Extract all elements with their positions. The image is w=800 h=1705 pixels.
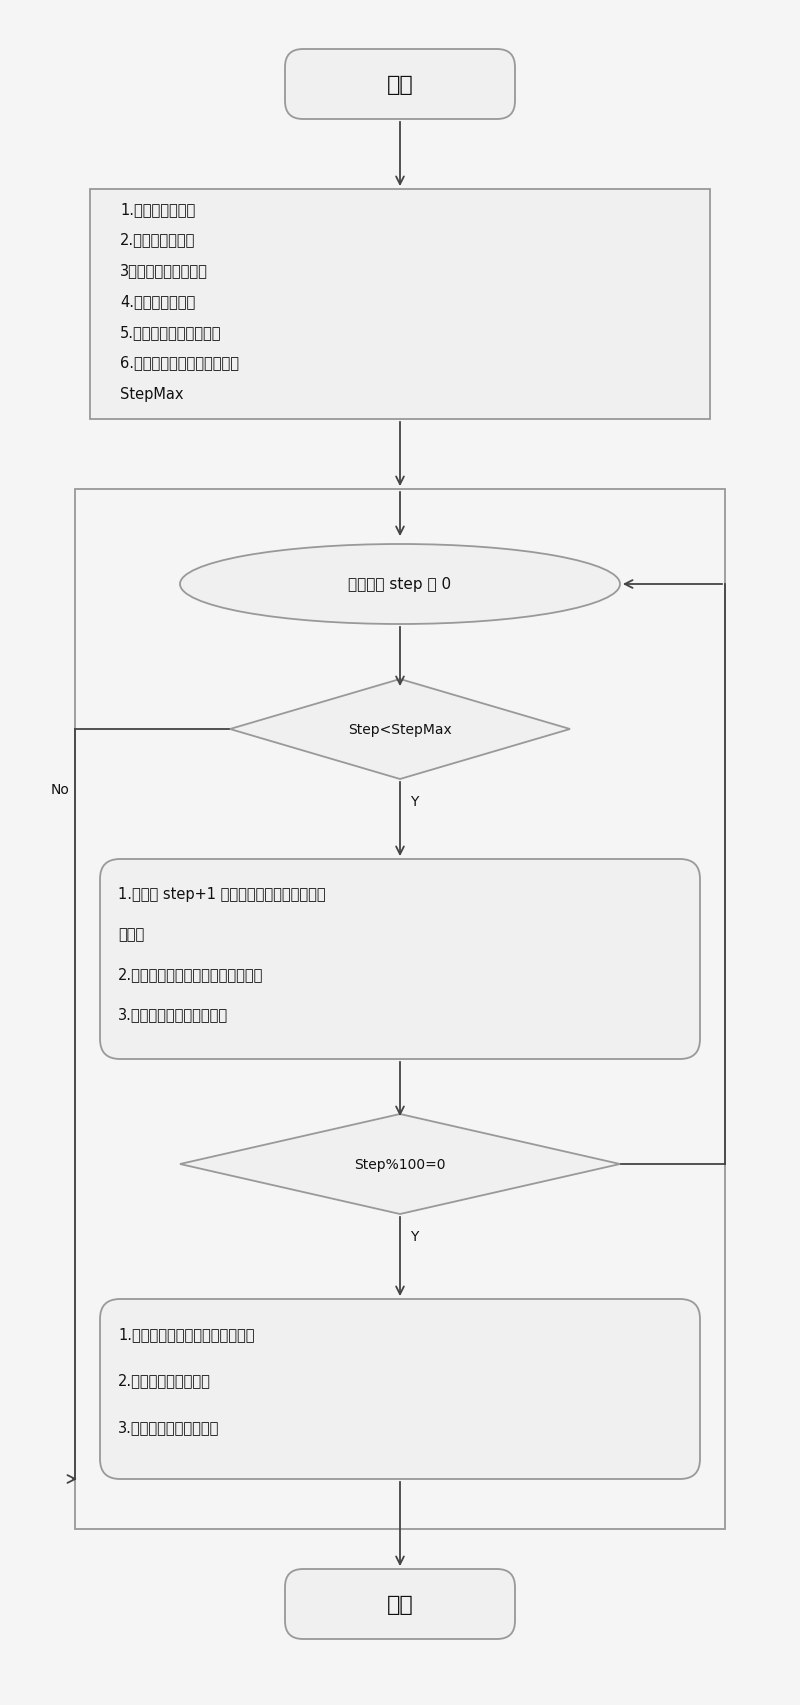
Text: 1.　存储原子的位置坐标和速度，: 1. 存储原子的位置坐标和速度， [118, 1326, 254, 1342]
Text: StepMax: StepMax [120, 387, 183, 401]
Polygon shape [230, 680, 570, 779]
Text: 4.　确定系统类型: 4. 确定系统类型 [120, 295, 195, 309]
Text: Step<StepMax: Step<StepMax [348, 723, 452, 737]
FancyBboxPatch shape [100, 1299, 700, 1480]
Text: 2.　存储工件的势能，: 2. 存储工件的势能， [118, 1373, 211, 1388]
Text: No: No [51, 783, 70, 796]
Text: 仿真步数 step 置 0: 仿真步数 step 置 0 [349, 578, 451, 592]
Text: 3.　存储刀具的切削力；: 3. 存储刀具的切削力； [118, 1420, 219, 1434]
Text: 5.初始化原子位置和速度: 5.初始化原子位置和速度 [120, 326, 222, 341]
Text: Y: Y [410, 1229, 418, 1243]
Text: 3　定义截断半径参数: 3 定义截断半径参数 [120, 263, 208, 278]
FancyBboxPatch shape [285, 1569, 515, 1639]
Ellipse shape [180, 544, 620, 624]
Text: 势能；: 势能； [118, 928, 144, 941]
Text: Step%100=0: Step%100=0 [354, 1158, 446, 1171]
Text: 6.　读入所需计算的仿真步数: 6. 读入所需计算的仿真步数 [120, 355, 239, 370]
FancyBboxPatch shape [100, 859, 700, 1059]
FancyBboxPatch shape [285, 49, 515, 119]
Text: 2.　定义势能参数: 2. 定义势能参数 [120, 232, 195, 247]
Text: 1.　定义模拟变量: 1. 定义模拟变量 [120, 203, 195, 217]
Polygon shape [180, 1115, 620, 1214]
Text: Y: Y [410, 795, 418, 808]
Text: 3.　更新原子的位置和速度: 3. 更新原子的位置和速度 [118, 1008, 228, 1021]
Text: 开始: 开始 [386, 75, 414, 95]
FancyBboxPatch shape [90, 189, 710, 419]
Text: 1.　计算 step+1 步原子间的作用力和原子的: 1. 计算 step+1 步原子间的作用力和原子的 [118, 887, 326, 902]
Text: 结束: 结束 [386, 1594, 414, 1615]
Text: 2.　计算刀具对工件的作用和切削力: 2. 计算刀具对工件的作用和切削力 [118, 967, 263, 982]
